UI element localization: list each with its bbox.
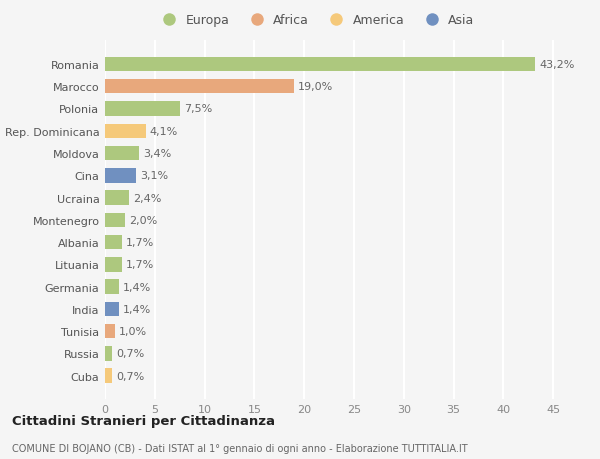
Text: 19,0%: 19,0% — [298, 82, 334, 92]
Bar — [105, 235, 122, 250]
Bar — [105, 124, 146, 139]
Text: 1,7%: 1,7% — [126, 238, 154, 247]
Bar — [105, 302, 119, 316]
Bar — [105, 369, 112, 383]
Bar — [105, 324, 115, 339]
Bar — [105, 168, 136, 183]
Bar — [105, 57, 535, 72]
Text: 1,0%: 1,0% — [119, 326, 147, 336]
Text: 0,7%: 0,7% — [116, 371, 144, 381]
Text: 7,5%: 7,5% — [184, 104, 212, 114]
Text: 1,4%: 1,4% — [123, 282, 151, 292]
Text: 3,1%: 3,1% — [140, 171, 168, 181]
Bar — [105, 102, 179, 117]
Bar — [105, 280, 119, 294]
Bar — [105, 347, 112, 361]
Bar — [105, 191, 129, 205]
Bar — [105, 80, 294, 94]
Text: 1,4%: 1,4% — [123, 304, 151, 314]
Legend: Europa, Africa, America, Asia: Europa, Africa, America, Asia — [154, 12, 477, 30]
Text: Cittadini Stranieri per Cittadinanza: Cittadini Stranieri per Cittadinanza — [12, 414, 275, 428]
Bar — [105, 146, 139, 161]
Bar — [105, 213, 125, 228]
Text: 2,0%: 2,0% — [129, 215, 157, 225]
Text: 3,4%: 3,4% — [143, 149, 171, 159]
Text: 4,1%: 4,1% — [150, 127, 178, 136]
Text: 2,4%: 2,4% — [133, 193, 161, 203]
Text: COMUNE DI BOJANO (CB) - Dati ISTAT al 1° gennaio di ogni anno - Elaborazione TUT: COMUNE DI BOJANO (CB) - Dati ISTAT al 1°… — [12, 443, 467, 453]
Bar — [105, 257, 122, 272]
Text: 1,7%: 1,7% — [126, 260, 154, 270]
Text: 0,7%: 0,7% — [116, 349, 144, 358]
Text: 43,2%: 43,2% — [539, 60, 575, 70]
